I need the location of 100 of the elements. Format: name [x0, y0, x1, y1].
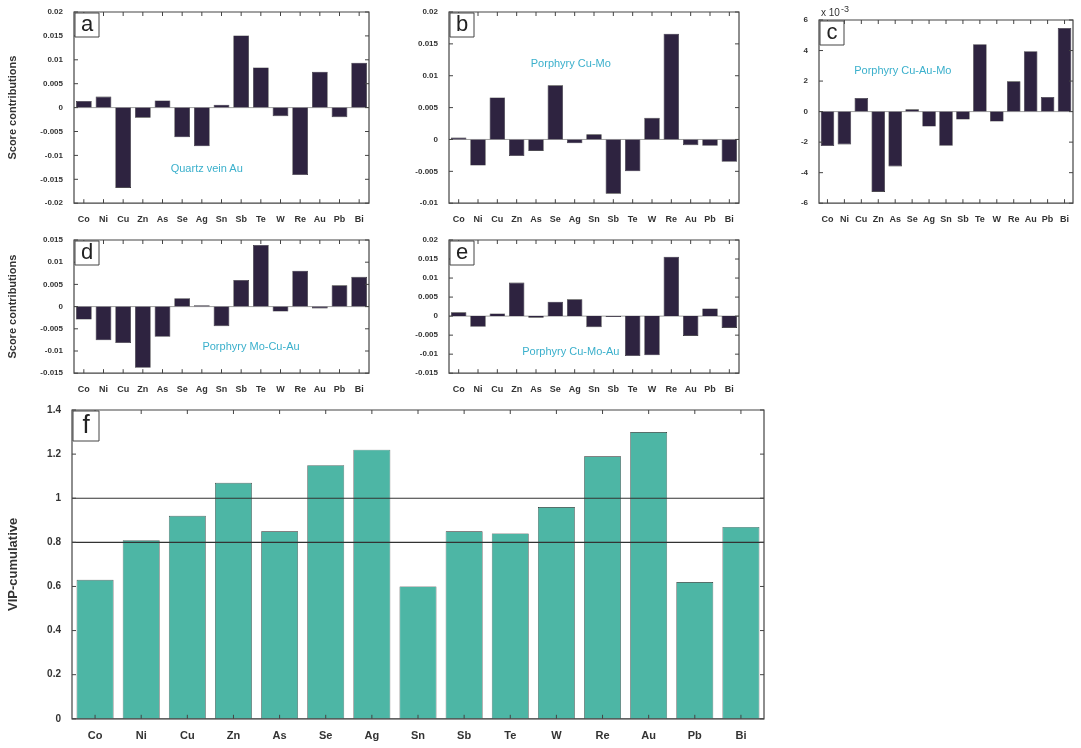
x-tick-label: Ag	[923, 214, 936, 225]
x-tick-label: Pb	[1041, 214, 1054, 225]
x-tick-label: Sb	[607, 384, 620, 395]
x-tick-label: W	[992, 214, 1002, 225]
x-tick-label: Sn	[215, 214, 228, 225]
y-tick-label: 0.015	[417, 254, 439, 264]
y-tick-label: -0.01	[419, 198, 439, 208]
y-tick-label: 1.2	[47, 447, 62, 459]
x-tick-label: Cu	[117, 214, 130, 225]
x-tick-label: Re	[294, 214, 306, 225]
x-tick-label: Zn	[137, 384, 149, 395]
x-tick-label: Te	[627, 214, 638, 225]
annotation: e	[455, 239, 469, 265]
x-tick-label: Te	[504, 729, 517, 742]
x-tick-label: Zn	[872, 214, 884, 225]
x-tick-label: Ni	[473, 214, 483, 225]
y-tick-label: -0.01	[419, 349, 439, 359]
annotation: Porphyry Mo-Cu-Au	[202, 339, 300, 352]
y-tick-label: 0.015	[417, 39, 439, 49]
x-tick-label: Co	[77, 384, 91, 395]
y-axis-title: VIP-cumulative	[5, 517, 21, 611]
y-tick-label: 0.01	[422, 273, 439, 283]
x-tick-label: Sb	[607, 214, 620, 225]
y-tick-label: 0.8	[47, 536, 62, 548]
x-tick-label: Co	[452, 384, 466, 395]
x-tick-label: Sn	[410, 729, 426, 742]
x-tick-label: Bi	[724, 384, 734, 395]
x-tick-label: Re	[294, 384, 306, 395]
y-tick-label: 0.005	[417, 292, 439, 302]
x-tick-label: Ni	[473, 384, 483, 395]
y-tick-label: 0.015	[42, 235, 64, 245]
x-tick-label: Se	[906, 214, 918, 225]
x-tick-label: Bi	[1060, 214, 1070, 225]
y-tick-label: 0	[58, 301, 64, 311]
x-tick-label: Cu	[491, 384, 504, 395]
x-tick-label: Se	[176, 214, 188, 225]
annotation: a	[80, 11, 94, 37]
x-tick-label: Re	[665, 384, 678, 395]
x-tick-label: Zn	[137, 214, 149, 225]
annotation: b	[455, 11, 469, 37]
x-tick-label: Bi	[354, 214, 364, 225]
x-tick-label: Pb	[333, 214, 346, 225]
y-tick-label: -0.01	[44, 346, 64, 356]
x-tick-label: Au	[1024, 214, 1037, 225]
y-tick-label: -0.01	[44, 150, 64, 160]
x-tick-label: Cu	[117, 384, 130, 395]
y-tick-label: 0.015	[42, 31, 64, 41]
y-axis-title: Score contributions	[5, 254, 18, 359]
x-tick-label: Re	[665, 214, 678, 225]
x-tick-label: Ag	[568, 214, 581, 225]
x-tick-label: Au	[313, 214, 326, 225]
x-tick-label: Te	[255, 214, 266, 225]
x-tick-label: Sn	[215, 384, 228, 395]
x-tick-label: Ag	[568, 384, 581, 395]
y-tick-label: -0.015	[415, 368, 439, 378]
y-tick-label: -0.015	[40, 368, 64, 378]
y-tick-label: 0.01	[47, 55, 64, 64]
x-tick-label: Ni	[99, 384, 108, 395]
x-tick-label: Pb	[687, 729, 703, 742]
y-tick-label: 0.2	[47, 668, 62, 680]
y-tick-label: 0	[58, 102, 64, 112]
x-tick-label: Co	[452, 214, 466, 225]
x-tick-label: Pb	[704, 384, 717, 395]
y-tick-label: 0.005	[417, 102, 439, 112]
y-tick-label: 0.005	[42, 78, 64, 88]
y-tick-label: -0.02	[44, 198, 64, 208]
x-tick-label: Zn	[511, 384, 523, 395]
x-tick-label: Ni	[99, 214, 108, 225]
y-tick-label: 0.6	[47, 580, 62, 592]
x-tick-label: Te	[255, 384, 266, 395]
annotation: Porphyry Cu-Mo-Au	[522, 344, 620, 357]
y-tick-label: -0.005	[415, 166, 439, 176]
y-tick-label: 1	[55, 491, 62, 503]
x-tick-label: As	[530, 214, 542, 225]
x-tick-label: As	[156, 214, 169, 225]
y-tick-label: 0.02	[422, 235, 439, 245]
x-tick-label: Re	[595, 729, 610, 742]
x-tick-label: Te	[974, 214, 985, 225]
y-tick-label: -4	[800, 167, 809, 177]
y-tick-label: 4	[803, 45, 809, 55]
y-tick-label: -0.005	[40, 126, 64, 136]
x-tick-label: Pb	[704, 214, 717, 225]
y-tick-label: -0.015	[40, 174, 64, 184]
x-tick-label: Pb	[333, 384, 346, 395]
x-tick-label: Co	[77, 214, 91, 225]
x-tick-label: Sb	[235, 384, 248, 395]
y-tick-label: 0.02	[422, 7, 439, 17]
annotation: Quartz vein Au	[170, 161, 243, 174]
y-tick-label: 0	[433, 134, 439, 144]
annotation: f	[82, 409, 91, 440]
x-tick-label: Te	[627, 384, 638, 395]
x-tick-label: Au	[684, 384, 697, 395]
x-tick-label: As	[889, 214, 901, 225]
annotation: c	[826, 19, 838, 45]
y-tick-label: -6	[800, 198, 809, 208]
x-tick-label: Bi	[354, 384, 364, 395]
y-tick-label: 6	[803, 15, 809, 25]
x-tick-label: Ni	[839, 214, 849, 225]
y-tick-label: 0	[55, 712, 62, 724]
annotation: Porphyry Cu-Mo	[530, 56, 611, 69]
